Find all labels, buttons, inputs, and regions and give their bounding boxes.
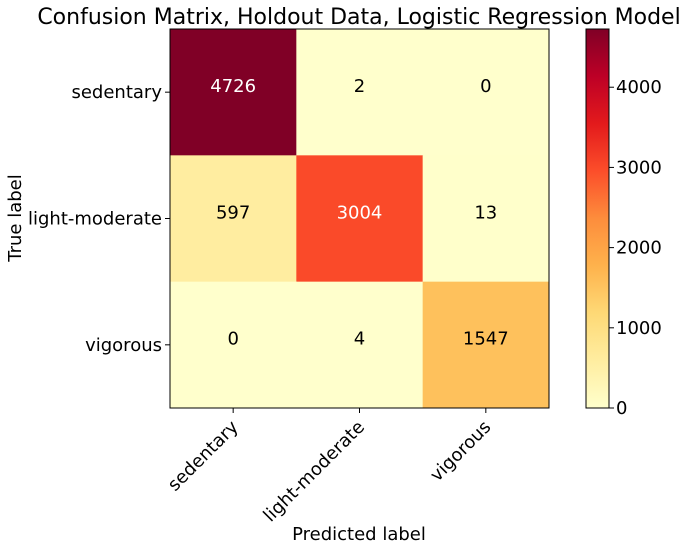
cell-value-2-2: 1547	[463, 329, 509, 350]
heatmap-cell-2-2	[422, 281, 550, 409]
cell-value-0-0: 4726	[210, 76, 256, 97]
y-tick-label: vigorous	[85, 335, 162, 356]
heatmap-cell-1-0	[170, 155, 297, 283]
heatmap-cell-1-2	[422, 155, 550, 283]
colorbar-ticks: 0 1000 2000 3000 4000	[609, 77, 662, 419]
colorbar-tick-label: 3000	[616, 157, 662, 178]
heatmap-cell-1-1	[296, 155, 424, 283]
x-tick-label: sedentary	[164, 416, 243, 495]
colorbar	[585, 28, 610, 409]
cell-value-labels: 4726 2 0 597 3004 13 0 4 1547	[210, 76, 508, 350]
x-axis-label: Predicted label	[292, 524, 426, 545]
cell-value-0-1: 2	[354, 76, 365, 97]
chart-title: Confusion Matrix, Holdout Data, Logistic…	[37, 5, 680, 30]
cell-value-1-2: 13	[474, 202, 497, 223]
y-axis-label: True label	[5, 174, 26, 263]
cell-value-2-0: 0	[227, 329, 238, 350]
heatmap-cell-0-1	[296, 29, 424, 156]
y-axis-ticks: sedentary light-moderate vigorous	[28, 82, 170, 356]
x-axis-ticks: sedentary light-moderate vigorous	[164, 408, 495, 527]
cell-value-0-2: 0	[480, 76, 491, 97]
heatmap-cell-2-0	[170, 281, 297, 409]
cell-value-1-0: 597	[216, 202, 250, 223]
heatmap-cells	[170, 29, 550, 409]
heatmap-cell-0-2	[422, 29, 550, 156]
heatmap-cell-0-0	[170, 29, 297, 156]
cell-value-1-1: 3004	[337, 202, 383, 223]
colorbar-tick-label: 2000	[616, 238, 662, 259]
colorbar-tick-label: 1000	[616, 318, 662, 339]
colorbar-tick-label: 4000	[616, 77, 662, 98]
heatmap-cell-2-1	[296, 281, 424, 409]
x-tick-label: light-moderate	[259, 417, 369, 527]
y-tick-label: sedentary	[71, 82, 162, 103]
colorbar-tick-label: 0	[616, 398, 627, 419]
x-tick-label: vigorous	[426, 417, 495, 486]
cell-value-2-1: 4	[354, 329, 365, 350]
y-tick-label: light-moderate	[28, 208, 162, 229]
